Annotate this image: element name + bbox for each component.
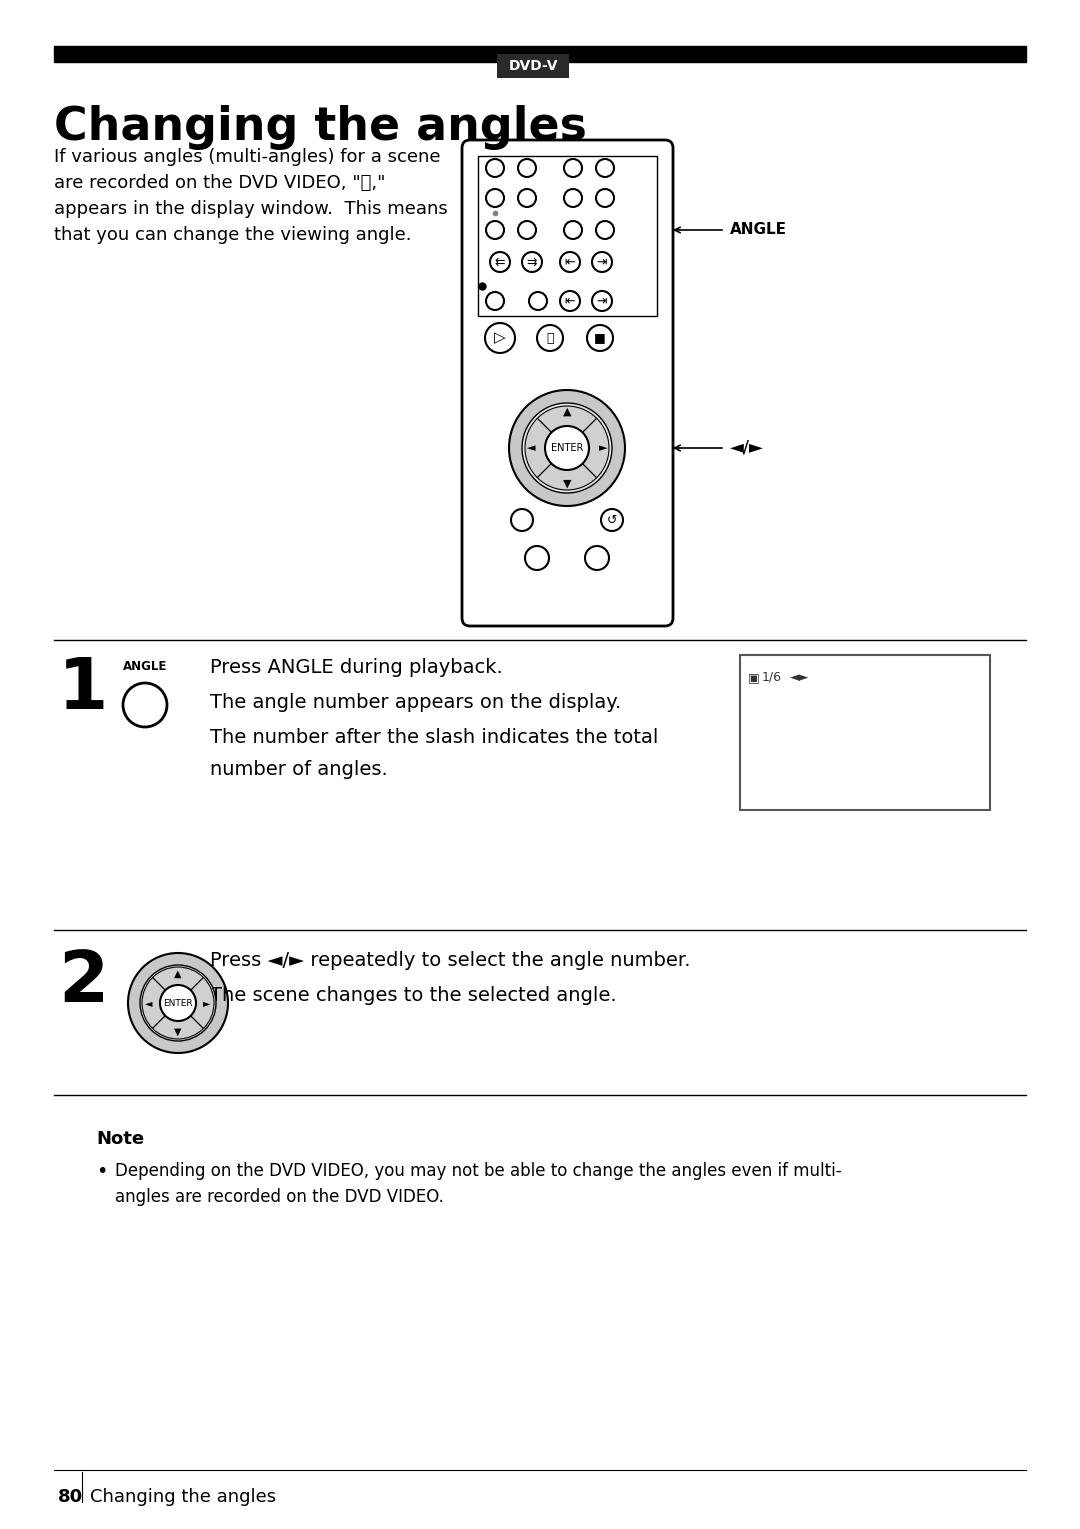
Text: ■: ■ [594, 332, 606, 344]
Text: ↺: ↺ [607, 514, 618, 526]
Circle shape [596, 159, 615, 177]
Text: ⇤: ⇤ [565, 295, 576, 307]
Circle shape [561, 291, 580, 310]
Text: appears in the display window.  This means: appears in the display window. This mean… [54, 200, 448, 219]
Circle shape [561, 252, 580, 272]
Text: ⇇: ⇇ [495, 255, 505, 269]
Text: angles are recorded on the DVD VIDEO.: angles are recorded on the DVD VIDEO. [114, 1188, 444, 1206]
Circle shape [522, 252, 542, 272]
Circle shape [564, 159, 582, 177]
Text: ⇥: ⇥ [597, 295, 607, 307]
Text: The number after the slash indicates the total: The number after the slash indicates the… [210, 728, 659, 748]
Circle shape [160, 985, 195, 1021]
Wedge shape [178, 977, 214, 1029]
Text: ⇉: ⇉ [527, 255, 537, 269]
Text: ENTER: ENTER [551, 443, 583, 453]
Wedge shape [152, 966, 203, 1003]
Circle shape [123, 683, 167, 726]
Wedge shape [538, 448, 596, 489]
Circle shape [518, 222, 536, 239]
Text: ◄/►: ◄/► [730, 439, 764, 457]
Circle shape [564, 222, 582, 239]
Text: ⇤: ⇤ [565, 255, 576, 269]
Text: number of angles.: number of angles. [210, 760, 388, 778]
Text: ▼: ▼ [563, 479, 571, 489]
Circle shape [545, 427, 589, 469]
Text: ▼: ▼ [174, 1027, 181, 1037]
Circle shape [537, 326, 563, 352]
Text: Changing the angles: Changing the angles [54, 106, 586, 150]
Circle shape [509, 390, 625, 506]
Text: ►: ► [598, 443, 607, 453]
Text: ▣: ▣ [748, 671, 759, 683]
Circle shape [600, 509, 623, 531]
Circle shape [486, 159, 504, 177]
Text: ENTER: ENTER [163, 998, 193, 1008]
Circle shape [490, 252, 510, 272]
Text: 2: 2 [58, 948, 108, 1017]
Text: ▷: ▷ [495, 330, 505, 346]
Bar [740, 654, 990, 810]
Circle shape [585, 546, 609, 570]
Circle shape [588, 326, 613, 352]
Circle shape [525, 546, 549, 570]
Text: ANGLE: ANGLE [730, 223, 787, 237]
Text: Press ◄/► repeatedly to select the angle number.: Press ◄/► repeatedly to select the angle… [210, 951, 690, 969]
Bar [497, 54, 569, 78]
Wedge shape [141, 977, 178, 1029]
Text: DVD-V: DVD-V [509, 60, 557, 73]
Text: ◄: ◄ [527, 443, 536, 453]
Text: ►: ► [203, 998, 211, 1008]
Circle shape [511, 509, 534, 531]
Text: ◄►: ◄► [789, 671, 809, 683]
Text: Depending on the DVD VIDEO, you may not be able to change the angles even if mul: Depending on the DVD VIDEO, you may not … [114, 1162, 841, 1180]
Wedge shape [525, 419, 567, 477]
Circle shape [129, 953, 228, 1053]
Bar [478, 156, 657, 317]
Text: Changing the angles: Changing the angles [90, 1488, 276, 1506]
Circle shape [518, 190, 536, 206]
Text: ⇥: ⇥ [597, 255, 607, 269]
Text: ⏸: ⏸ [546, 332, 554, 344]
Text: are recorded on the DVD VIDEO, "山,": are recorded on the DVD VIDEO, "山," [54, 174, 386, 193]
Bar [54, 46, 1026, 63]
Text: If various angles (multi-angles) for a scene: If various angles (multi-angles) for a s… [54, 148, 441, 167]
Wedge shape [538, 407, 596, 448]
Circle shape [486, 190, 504, 206]
Text: •: • [96, 1162, 107, 1180]
Circle shape [529, 292, 546, 310]
Circle shape [485, 323, 515, 353]
Text: 1: 1 [58, 654, 108, 725]
Text: The scene changes to the selected angle.: The scene changes to the selected angle. [210, 986, 617, 1005]
Circle shape [140, 965, 216, 1041]
Circle shape [518, 159, 536, 177]
Circle shape [486, 222, 504, 239]
Circle shape [522, 404, 612, 492]
Text: 1/6: 1/6 [762, 671, 782, 683]
Text: ▲: ▲ [563, 407, 571, 417]
Text: Press ANGLE during playback.: Press ANGLE during playback. [210, 657, 503, 677]
Text: The angle number appears on the display.: The angle number appears on the display. [210, 693, 621, 713]
Circle shape [592, 291, 612, 310]
Text: ◄: ◄ [145, 998, 152, 1008]
Circle shape [564, 190, 582, 206]
Text: Note: Note [96, 1130, 144, 1148]
Text: that you can change the viewing angle.: that you can change the viewing angle. [54, 226, 411, 245]
Wedge shape [567, 419, 609, 477]
Circle shape [486, 292, 504, 310]
Circle shape [592, 252, 612, 272]
FancyBboxPatch shape [462, 141, 673, 625]
Text: 80: 80 [58, 1488, 83, 1506]
Wedge shape [152, 1003, 203, 1040]
Text: ▲: ▲ [174, 969, 181, 979]
Text: ANGLE: ANGLE [123, 661, 167, 673]
Circle shape [596, 222, 615, 239]
Circle shape [596, 190, 615, 206]
